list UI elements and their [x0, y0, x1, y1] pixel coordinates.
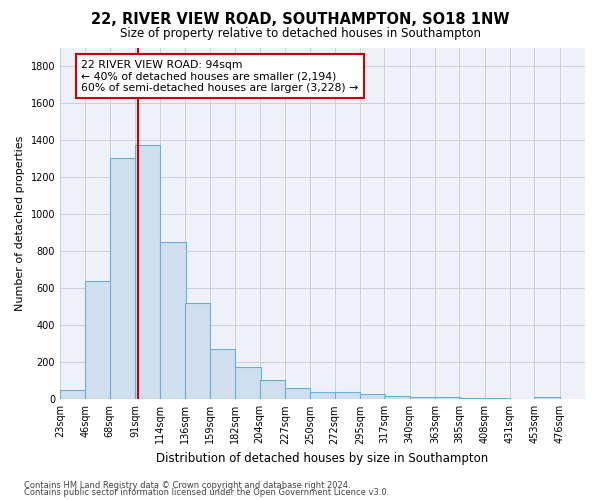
Bar	[360, 394, 385, 400]
Bar	[534, 397, 560, 400]
Y-axis label: Number of detached properties: Number of detached properties	[15, 136, 25, 311]
Bar	[310, 392, 336, 400]
Bar	[260, 380, 285, 400]
Bar	[510, 399, 535, 400]
Bar	[210, 349, 235, 400]
Text: Size of property relative to detached houses in Southampton: Size of property relative to detached ho…	[119, 28, 481, 40]
Bar	[185, 303, 210, 400]
X-axis label: Distribution of detached houses by size in Southampton: Distribution of detached houses by size …	[157, 452, 488, 465]
Text: Contains HM Land Registry data © Crown copyright and database right 2024.: Contains HM Land Registry data © Crown c…	[24, 480, 350, 490]
Bar	[384, 396, 410, 400]
Text: Contains public sector information licensed under the Open Government Licence v3: Contains public sector information licen…	[24, 488, 389, 497]
Bar	[285, 388, 310, 400]
Bar	[85, 281, 111, 400]
Bar	[135, 144, 160, 400]
Bar	[435, 398, 460, 400]
Bar	[335, 392, 360, 400]
Bar	[110, 158, 135, 400]
Bar	[410, 398, 435, 400]
Bar	[160, 242, 186, 400]
Text: 22 RIVER VIEW ROAD: 94sqm
← 40% of detached houses are smaller (2,194)
60% of se: 22 RIVER VIEW ROAD: 94sqm ← 40% of detac…	[81, 60, 358, 93]
Text: 22, RIVER VIEW ROAD, SOUTHAMPTON, SO18 1NW: 22, RIVER VIEW ROAD, SOUTHAMPTON, SO18 1…	[91, 12, 509, 28]
Bar	[485, 398, 510, 400]
Bar	[459, 398, 485, 400]
Bar	[235, 367, 261, 400]
Bar	[60, 390, 85, 400]
